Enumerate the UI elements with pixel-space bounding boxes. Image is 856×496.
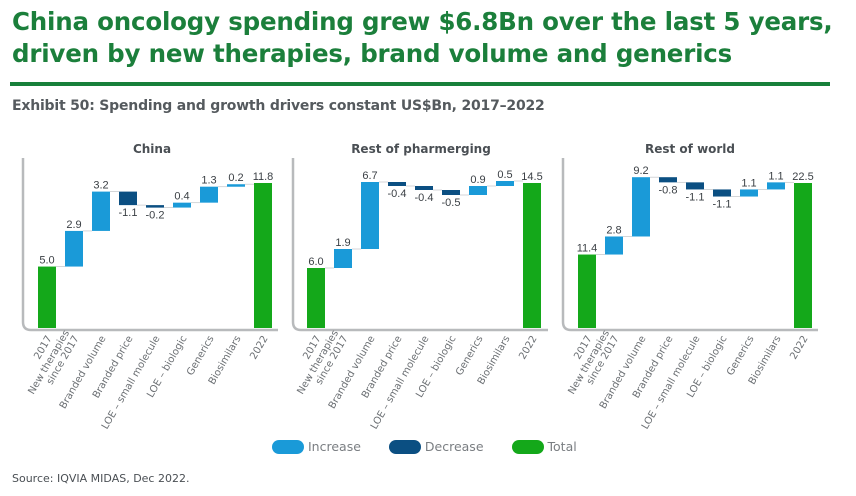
bar-total: [254, 183, 272, 328]
data-label: -0.4: [388, 188, 407, 200]
data-label: 3.2: [93, 180, 108, 192]
data-label: -1.1: [686, 191, 705, 203]
data-label: 1.9: [335, 237, 350, 249]
legend-item-total: Total: [511, 439, 577, 454]
bar-increase: [605, 236, 623, 255]
data-label: -1.1: [713, 199, 732, 211]
bar-increase: [200, 186, 218, 203]
bar-increase: [173, 202, 191, 208]
chart-axis-frame: [561, 158, 818, 332]
bar-increase: [767, 182, 785, 190]
legend-swatch-total: [511, 439, 544, 454]
page-title: China oncology spending grew $6.8Bn over…: [12, 7, 833, 68]
data-label: 1.1: [768, 170, 783, 182]
category-label: 2022: [248, 334, 270, 362]
data-label: 6.0: [308, 256, 323, 268]
bar-increase: [361, 182, 379, 249]
chart-title: Rest of world: [645, 142, 735, 156]
bar-decrease: [119, 191, 137, 206]
category-label-line: 2022: [788, 334, 810, 362]
legend-label-decrease: Decrease: [424, 439, 484, 454]
source-note: Source: IQVIA MIDAS, Dec 2022.: [12, 472, 190, 485]
bar-increase: [740, 189, 758, 197]
data-label: 14.5: [521, 171, 542, 183]
bar-decrease: [442, 190, 460, 195]
exhibit-caption: Exhibit 50: Spending and growth drivers …: [12, 98, 545, 114]
legend-swatch-decrease: [388, 439, 421, 454]
data-label: -0.4: [415, 192, 434, 204]
data-label: 2.9: [66, 219, 81, 231]
title-divider: [10, 82, 830, 86]
bar-decrease: [686, 182, 704, 190]
category-label: 2022: [517, 334, 539, 362]
bar-decrease: [713, 189, 731, 197]
category-label-line: 2022: [248, 334, 270, 362]
bar-decrease: [659, 177, 677, 183]
bar-decrease: [415, 186, 433, 190]
data-label: -0.5: [442, 197, 461, 209]
data-label: 11.8: [253, 171, 274, 183]
legend-label-total: Total: [547, 439, 577, 454]
bar-total: [307, 268, 325, 328]
chart-axis-frame: [291, 158, 548, 332]
data-label: 0.2: [228, 172, 243, 184]
bar-total: [38, 266, 56, 328]
data-label: 1.3: [201, 175, 216, 187]
data-label: -0.2: [146, 210, 165, 222]
data-label: 2.8: [606, 224, 621, 236]
bar-total: [523, 183, 541, 328]
data-label: 5.0: [39, 255, 54, 267]
data-label: 22.5: [792, 171, 813, 183]
chart-title: China: [133, 142, 171, 156]
data-label: 0.5: [497, 169, 512, 181]
data-label: 11.4: [577, 243, 598, 255]
bar-increase: [92, 191, 110, 231]
bar-total: [794, 183, 812, 328]
chart-axis-frame: [21, 158, 278, 332]
data-label: 0.4: [174, 191, 189, 203]
data-label: 1.1: [741, 177, 756, 189]
data-label: -1.1: [119, 207, 138, 219]
data-label: 0.9: [470, 174, 485, 186]
bar-increase: [334, 249, 352, 268]
category-label-line: 2022: [517, 334, 539, 362]
data-label: -0.8: [659, 184, 678, 196]
legend-item-decrease: Decrease: [388, 439, 484, 454]
bar-increase: [469, 186, 487, 195]
bar-total: [578, 254, 596, 328]
bar-increase: [227, 184, 245, 187]
legend-label-increase: Increase: [308, 439, 361, 454]
bar-increase: [632, 177, 650, 237]
category-label: 2022: [788, 334, 810, 362]
data-label: 9.2: [633, 165, 648, 177]
chart-title: Rest of pharmerging: [351, 142, 491, 156]
legend-item-increase: Increase: [272, 439, 361, 454]
legend-swatch-increase: [272, 439, 304, 454]
bar-decrease: [388, 182, 406, 186]
data-label: 6.7: [362, 170, 377, 182]
bar-increase: [65, 230, 83, 267]
bar-increase: [496, 181, 514, 186]
bar-decrease: [146, 205, 164, 208]
chart-legend: Increase Decrease Total: [272, 439, 577, 454]
